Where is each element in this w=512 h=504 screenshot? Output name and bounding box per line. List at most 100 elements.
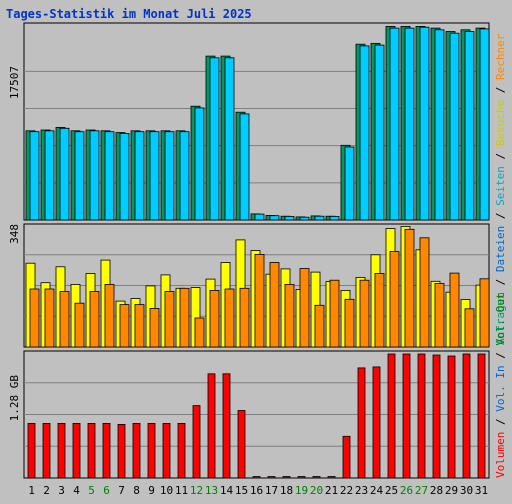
bar-volumen-day-16: [252, 476, 261, 479]
bar-volumen-day-15: [237, 410, 246, 479]
x-tick-label-7: 7: [118, 484, 125, 497]
panel-requests-files: 17507: [8, 22, 490, 221]
bar-dateien-day-11: [179, 131, 190, 221]
bar-dateien-day-18: [284, 215, 295, 221]
bar-dateien-day-3: [59, 127, 70, 221]
bar-dateien-day-31: [479, 28, 490, 221]
side-legend-top-item: /: [494, 80, 507, 100]
bar-volumen-day-10: [162, 422, 171, 479]
x-tick-label-9: 9: [148, 484, 155, 497]
bar-rechner-day-29: [449, 272, 460, 348]
bar-volumen-day-24: [372, 366, 381, 479]
bar-volumen-day-18: [282, 476, 291, 479]
bar-rechner-day-1: [29, 288, 40, 348]
bar-volumen-day-17: [267, 476, 276, 479]
bar-volumen-day-21: [327, 476, 336, 479]
bar-rechner-day-12: [194, 317, 205, 348]
bar-rechner-day-23: [359, 279, 370, 348]
bar-rechner-day-26: [404, 228, 415, 348]
bar-volumen-day-9: [147, 422, 156, 479]
bar-rechner-day-25: [389, 251, 400, 348]
x-tick-label-27: 27: [415, 484, 428, 497]
side-legend-bottom: Volumen / Vol. In / Vol. Out: [494, 293, 507, 478]
x-tick-label-1: 1: [28, 484, 35, 497]
side-legend-top-item: Rechner: [494, 33, 507, 80]
side-legend: Anfragen / Dateien / Seiten / Besuche / …: [494, 33, 507, 478]
x-tick-label-13: 13: [205, 484, 218, 497]
side-legend-top-item: /: [494, 146, 507, 166]
x-tick-label-2: 2: [43, 484, 50, 497]
bar-dateien-day-17: [269, 215, 280, 221]
x-tick-label-21: 21: [325, 484, 338, 497]
side-legend-bottom-item: Volumen: [494, 432, 507, 478]
bar-rechner-day-8: [134, 304, 145, 348]
bar-dateien-day-13: [209, 57, 220, 221]
chart-title: Tages-Statistik im Monat Juli 2025: [6, 7, 252, 21]
bar-rechner-day-27: [419, 237, 430, 348]
bar-volumen-day-14: [222, 373, 231, 479]
bar-dateien-day-2: [44, 130, 55, 221]
bar-volumen-day-2: [42, 422, 51, 479]
bar-dateien-day-14: [224, 57, 235, 221]
bar-dateien-day-7: [119, 132, 130, 221]
y-tick-label: 348: [8, 224, 21, 244]
side-legend-bottom-item: Vol. In: [494, 365, 507, 411]
x-tick-label-4: 4: [73, 484, 80, 497]
bar-volumen-day-13: [207, 373, 216, 479]
bar-volumen-day-6: [102, 422, 111, 479]
bar-dateien-day-4: [74, 131, 85, 221]
bar-dateien-day-16: [254, 213, 265, 221]
side-legend-top-item: Seiten: [494, 166, 507, 206]
side-legend-bottom-item: /: [494, 346, 507, 366]
bar-dateien-day-20: [314, 215, 325, 221]
x-tick-label-18: 18: [280, 484, 293, 497]
bar-rechner-day-5: [89, 291, 100, 348]
bar-dateien-day-28: [434, 29, 445, 221]
bar-dateien-day-21: [329, 215, 340, 221]
bar-dateien-day-30: [464, 31, 475, 221]
x-tick-label-30: 30: [460, 484, 473, 497]
bar-rechner-day-19: [299, 268, 310, 348]
x-tick-label-15: 15: [235, 484, 248, 497]
bar-volumen-day-3: [57, 422, 66, 479]
bar-dateien-day-5: [89, 130, 100, 221]
x-tick-label-12: 12: [190, 484, 203, 497]
bar-rechner-day-10: [164, 291, 175, 348]
bar-volumen-day-31: [477, 353, 486, 479]
bar-rechner-day-16: [254, 253, 265, 348]
side-legend-top-item: /: [494, 272, 507, 292]
x-tick-label-3: 3: [58, 484, 65, 497]
bar-rechner-day-14: [224, 288, 235, 348]
bar-dateien-day-27: [419, 26, 430, 221]
bar-dateien-day-8: [134, 131, 145, 221]
side-legend-top-item: Anfragen: [494, 292, 507, 345]
bar-rechner-day-18: [284, 283, 295, 348]
bar-volumen-day-11: [177, 422, 186, 479]
bar-rechner-day-21: [329, 279, 340, 348]
bar-rechner-day-6: [104, 283, 115, 348]
x-tick-label-17: 17: [265, 484, 278, 497]
side-legend-top-item: /: [494, 206, 507, 226]
bar-rechner-day-30: [464, 308, 475, 348]
bar-volumen-day-19: [297, 476, 306, 479]
bar-rechner-day-9: [149, 308, 160, 348]
bar-dateien-day-10: [164, 131, 175, 221]
bar-volumen-day-1: [27, 422, 36, 479]
bar-volumen-day-7: [117, 423, 126, 479]
bar-rechner-day-3: [59, 291, 70, 348]
bar-volumen-day-30: [462, 353, 471, 479]
bar-rechner-day-4: [74, 302, 85, 348]
chart-panels: 17507 348 1.28 GB: [8, 22, 490, 479]
panel-volume: 1.28 GB: [8, 350, 490, 479]
bar-volumen-day-23: [357, 367, 366, 479]
bar-dateien-day-22: [344, 146, 355, 221]
bar-rechner-day-17: [269, 262, 280, 348]
side-legend-bottom-item: /: [494, 412, 507, 432]
side-legend-top-item: Dateien: [494, 226, 507, 272]
x-axis-labels: 1 2 3 4 5 6 7 8 9 10 11 12 13 14 15 16 17 18 19 20 21 22 23 24 2…: [28, 484, 488, 497]
x-tick-label-22: 22: [340, 484, 353, 497]
x-tick-label-5: 5: [88, 484, 95, 497]
bar-rechner-day-31: [479, 278, 490, 348]
